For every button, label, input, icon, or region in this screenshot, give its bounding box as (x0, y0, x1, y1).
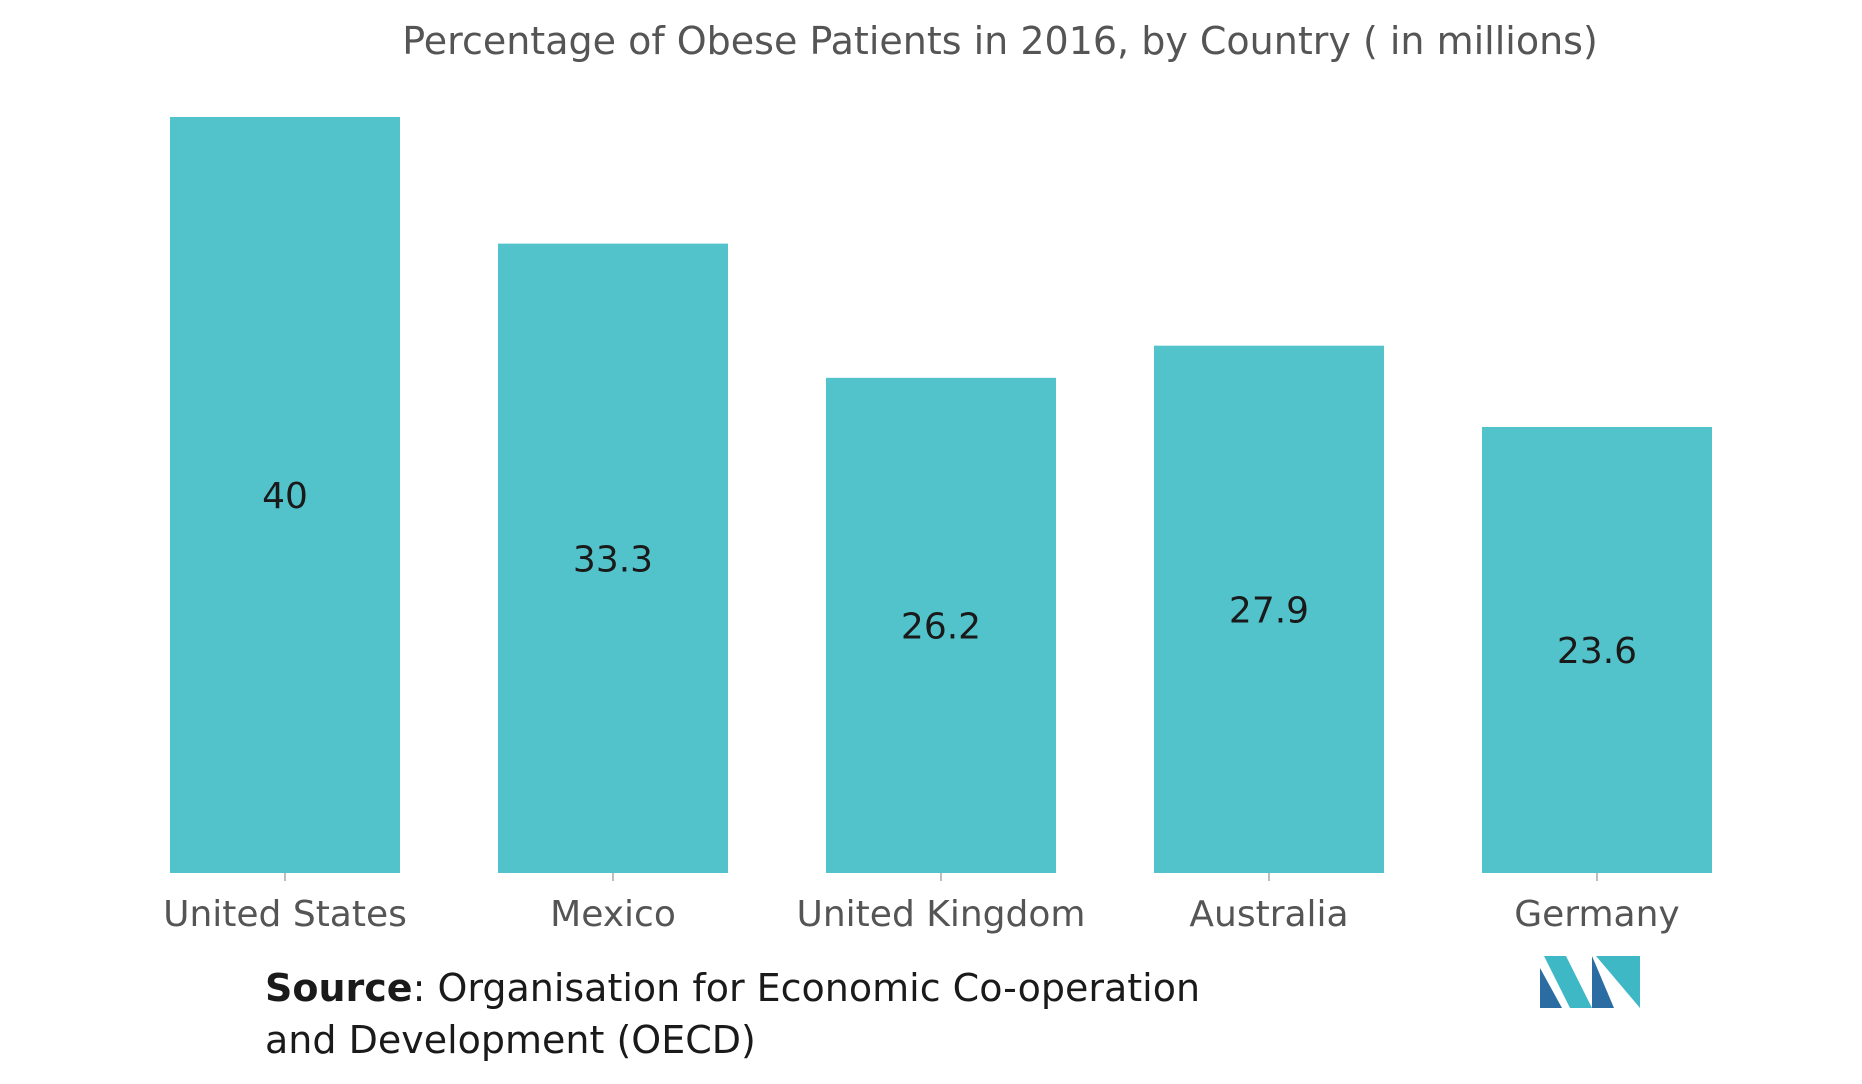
bar (498, 243, 728, 873)
value-labels-group: 40 33.3 26.2 27.9 23.6 (262, 476, 1637, 672)
category-label: Mexico (550, 894, 676, 935)
source-text-line2: and Development (OECD) (265, 1018, 756, 1062)
mordor-intelligence-logo-icon (1540, 956, 1640, 1008)
category-label: Australia (1189, 894, 1348, 935)
bar (1154, 345, 1384, 873)
bar-value-label: 27.9 (1229, 590, 1309, 631)
bar-value-label: 40 (262, 476, 308, 517)
bars-group (170, 117, 1712, 873)
bar (1482, 426, 1712, 873)
category-label: Germany (1514, 894, 1679, 935)
x-axis (284, 873, 1598, 881)
source-label: Source (265, 966, 413, 1010)
bar (826, 377, 1056, 873)
bar-value-label: 33.3 (573, 539, 653, 580)
category-label: United States (163, 894, 407, 935)
chart-title: Percentage of Obese Patients in 2016, by… (402, 19, 1598, 63)
source-note: Source: Organisation for Economic Co-ope… (265, 962, 1265, 1066)
bar-value-label: 23.6 (1557, 631, 1637, 672)
category-labels-group: United States Mexico United Kingdom Austral… (163, 894, 1680, 935)
source-text-line1: : Organisation for Economic Co-operation (412, 966, 1201, 1010)
bar-value-label: 26.2 (901, 606, 981, 647)
bar (170, 117, 400, 873)
category-label: United Kingdom (797, 894, 1086, 935)
